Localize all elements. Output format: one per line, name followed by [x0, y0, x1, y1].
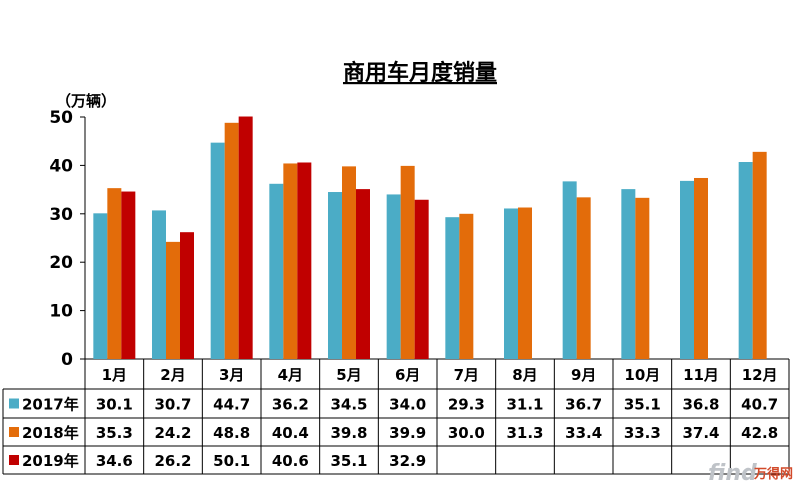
- bar-2019年-1月: [121, 191, 136, 359]
- data-label-2017年-2月: 30.7: [154, 396, 191, 414]
- bar-2017年-4月: [269, 183, 284, 359]
- bar-2019年-5月: [356, 189, 370, 359]
- data-label-2018年-1月: 35.3: [96, 424, 133, 442]
- bar-2018年-1月: [107, 188, 122, 359]
- data-label-2018年-11月: 37.4: [682, 424, 719, 442]
- legend-label-2019年: 2019年: [22, 452, 79, 470]
- bar-2017年-12月: [738, 162, 753, 359]
- y-tick-label: 10: [49, 302, 73, 322]
- bar-2017年-9月: [562, 181, 577, 359]
- bar-2017年-11月: [680, 180, 694, 359]
- data-table: 1月 2月 3月 4月 5月 6月 7月 8月 9月 10月 11月 12月 2017年 30.1 30.7…: [9, 366, 778, 470]
- bar-2017年-5月: [328, 192, 342, 359]
- bar-2017年-2月: [152, 210, 166, 359]
- data-label-2018年-7月: 30.0: [448, 424, 485, 442]
- legend-label-2017年: 2017年: [22, 396, 79, 414]
- axes-group: [80, 116, 86, 360]
- data-label-2017年-8月: 31.1: [506, 396, 543, 414]
- data-label-2017年-3月: 44.7: [213, 396, 250, 414]
- data-label-2017年-10月: 35.1: [624, 396, 661, 414]
- data-label-2017年-7月: 29.3: [448, 396, 485, 414]
- bar-2017年-1月: [93, 213, 108, 359]
- data-label-2017年-6月: 34.0: [389, 396, 426, 414]
- data-label-2018年-12月: 42.8: [741, 424, 778, 442]
- bars-group: [93, 116, 767, 360]
- data-label-2018年-6月: 39.9: [389, 424, 426, 442]
- chart-title: 商用车月度销量: [343, 60, 497, 86]
- y-tick-label: 20: [49, 253, 73, 273]
- x-tick-label: 2月: [160, 366, 185, 384]
- x-tick-label: 1月: [102, 366, 127, 384]
- bar-2019年-3月: [238, 116, 253, 360]
- bar-2018年-4月: [283, 163, 298, 359]
- bar-2018年-11月: [694, 177, 708, 359]
- bar-2017年-10月: [621, 189, 636, 359]
- y-tick-label: 50: [49, 108, 73, 128]
- data-label-2018年-9月: 33.4: [565, 424, 602, 442]
- data-label-2018年-4月: 40.4: [272, 424, 309, 442]
- y-tick-label: 30: [49, 205, 73, 225]
- data-label-2018年-10月: 33.3: [624, 424, 661, 442]
- watermark: find 万得网: [708, 461, 793, 486]
- data-label-2017年-11月: 36.8: [682, 396, 719, 414]
- data-label-2017年-1月: 30.1: [96, 396, 133, 414]
- data-label-2019年-2月: 26.2: [154, 452, 191, 470]
- bar-2018年-9月: [576, 197, 591, 359]
- data-label-2018年-3月: 48.8: [213, 424, 250, 442]
- legend-label-2018年: 2018年: [22, 424, 79, 442]
- x-tick-label: 12月: [742, 366, 778, 384]
- y-axis-unit-label: （万辆）: [56, 92, 116, 110]
- x-tick-label: 6月: [395, 366, 420, 384]
- data-label-2018年-2月: 24.2: [154, 424, 191, 442]
- x-tick-label: 5月: [336, 366, 361, 384]
- x-tick-label: 10月: [624, 366, 660, 384]
- bar-2018年-10月: [635, 197, 650, 359]
- bar-2018年-6月: [400, 165, 415, 359]
- data-label-2019年-6月: 32.9: [389, 452, 426, 470]
- bar-2018年-12月: [752, 151, 767, 359]
- y-tick-label: 0: [61, 350, 73, 370]
- data-label-2017年-9月: 36.7: [565, 396, 602, 414]
- data-label-2019年-4月: 40.6: [272, 452, 309, 470]
- bar-2017年-8月: [504, 208, 518, 359]
- bar-2017年-7月: [445, 217, 460, 359]
- data-table-grid: [2, 358, 790, 475]
- data-label-2019年-1月: 34.6: [96, 452, 133, 470]
- legend-swatch-2017年: [9, 398, 19, 409]
- x-tick-label: 9月: [571, 366, 596, 384]
- watermark-cn: 万得网: [753, 466, 793, 482]
- bar-2018年-5月: [342, 166, 356, 359]
- bar-2017年-3月: [210, 142, 225, 359]
- data-label-2019年-5月: 35.1: [330, 452, 367, 470]
- data-label-2018年-8月: 31.3: [506, 424, 543, 442]
- bar-2019年-6月: [414, 199, 429, 359]
- bar-2018年-8月: [518, 207, 532, 359]
- watermark-latin: find: [708, 461, 757, 486]
- x-tick-label: 7月: [454, 366, 479, 384]
- y-tick-label: 40: [49, 156, 73, 176]
- bar-2018年-2月: [166, 241, 180, 359]
- bar-2018年-7月: [459, 213, 474, 359]
- data-label-2017年-12月: 40.7: [741, 396, 778, 414]
- x-tick-label: 11月: [683, 366, 719, 384]
- data-label-2018年-5月: 39.8: [330, 424, 367, 442]
- bar-2018年-3月: [224, 122, 239, 359]
- bar-2019年-4月: [297, 162, 312, 359]
- data-label-2017年-4月: 36.2: [272, 396, 309, 414]
- x-tick-label: 4月: [278, 366, 303, 384]
- x-tick-label: 3月: [219, 366, 244, 384]
- legend-swatch-2018年: [9, 427, 19, 437]
- data-label-2017年-5月: 34.5: [330, 396, 367, 414]
- bar-2019年-2月: [180, 232, 194, 359]
- bar-2017年-6月: [386, 194, 401, 359]
- y-tick-labels: 0 10 20 30 40 50: [49, 108, 73, 370]
- legend-swatch-2019年: [9, 455, 19, 465]
- data-label-2019年-3月: 50.1: [213, 452, 250, 470]
- x-tick-label: 8月: [512, 366, 537, 384]
